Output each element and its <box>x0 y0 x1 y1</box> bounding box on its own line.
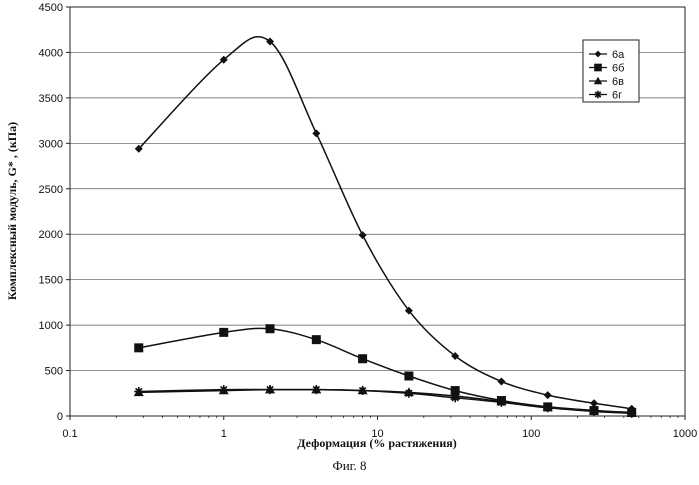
data-point-star <box>312 385 321 394</box>
data-point-star <box>219 385 228 394</box>
data-point-star <box>358 386 367 395</box>
x-tick-label: 1000 <box>673 428 697 440</box>
y-tick-label: 3500 <box>39 93 63 105</box>
legend-label: 6г <box>612 90 622 102</box>
data-point-square <box>134 343 143 352</box>
legend-label: 6б <box>612 63 624 75</box>
series-line-4 <box>139 389 632 413</box>
legend-label: 6в <box>612 76 624 88</box>
y-tick-label: 0 <box>57 411 63 423</box>
y-tick-label: 1000 <box>39 320 63 332</box>
data-point-diamond <box>359 231 367 239</box>
data-point-square <box>358 354 367 363</box>
data-point-star <box>134 387 143 396</box>
data-point-star <box>497 398 506 407</box>
x-tick-label: 0.1 <box>62 428 77 440</box>
y-tick-label: 1500 <box>39 275 63 287</box>
y-axis-title: Комплексный модуль, G* , (кПа) <box>5 122 19 300</box>
data-point-square <box>312 335 321 344</box>
legend-label: 6а <box>612 49 625 61</box>
y-tick-label: 3000 <box>39 138 63 150</box>
y-tick-label: 4000 <box>39 47 63 59</box>
series-markers <box>134 38 637 418</box>
legend-marker-square <box>594 64 602 72</box>
data-point-star <box>451 393 460 402</box>
data-point-diamond <box>497 377 505 385</box>
series-line-3 <box>139 390 632 414</box>
data-point-star <box>266 385 275 394</box>
data-point-star <box>404 389 413 398</box>
y-tick-label: 4500 <box>39 2 63 14</box>
data-point-diamond <box>544 391 552 399</box>
x-tick-label: 1 <box>221 428 227 440</box>
y-tick-label: 2500 <box>39 184 63 196</box>
data-point-square <box>404 372 413 381</box>
x-tick-label: 100 <box>522 428 540 440</box>
series-line-1 <box>139 37 632 409</box>
y-tick-label: 2000 <box>39 229 63 241</box>
legend-marker-star <box>594 91 602 99</box>
y-tick-label: 500 <box>45 366 63 378</box>
legend: 6а 6б6в 6г <box>583 40 639 102</box>
series-lines <box>139 37 632 414</box>
legend-box <box>583 40 639 102</box>
figure-caption: Фиг. 8 <box>0 458 699 474</box>
x-axis-title: Деформация (% растяжения) <box>297 436 457 450</box>
data-point-diamond <box>312 129 320 137</box>
data-point-square <box>219 328 228 337</box>
data-point-square <box>266 324 275 333</box>
